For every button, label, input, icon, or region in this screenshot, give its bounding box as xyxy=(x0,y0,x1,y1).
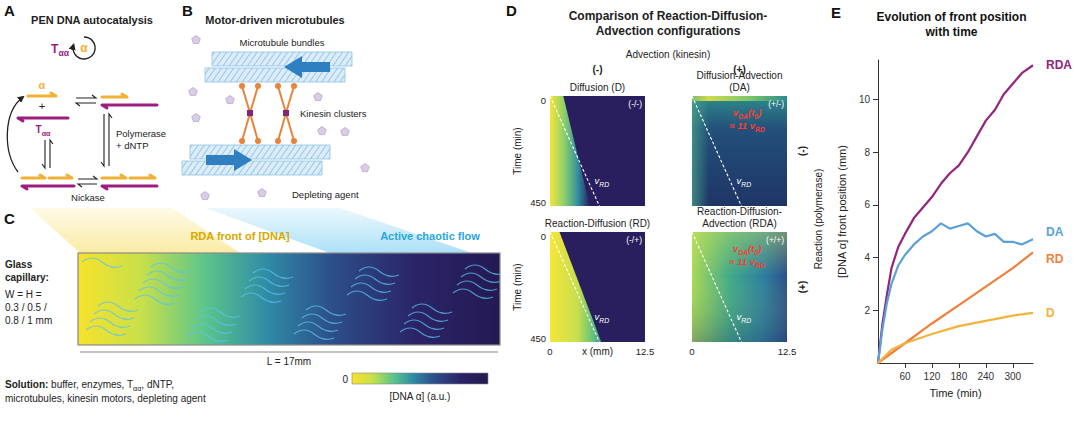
svg-text:Evolution of front position: Evolution of front position xyxy=(877,10,1027,24)
svg-text:Tαα: Tαα xyxy=(36,124,52,138)
svg-text:Time (min): Time (min) xyxy=(512,127,523,174)
svg-text:PEN DNA autocatalysis: PEN DNA autocatalysis xyxy=(31,14,153,26)
svg-text:microtubules, kinesin motors,: microtubules, kinesin motors, depleting … xyxy=(5,393,206,404)
svg-text:(+/+): (+/+) xyxy=(766,235,784,245)
svg-text:300: 300 xyxy=(1004,371,1021,382)
svg-text:L = 17mm: L = 17mm xyxy=(267,356,311,367)
svg-text:Time (min): Time (min) xyxy=(929,387,981,399)
svg-text:(-/-): (-/-) xyxy=(628,99,642,109)
svg-text:(-): (-) xyxy=(593,64,603,75)
svg-text:(+): (+) xyxy=(797,281,808,294)
svg-text:α: α xyxy=(39,79,46,91)
svg-text:450: 450 xyxy=(530,333,546,344)
svg-text:+: + xyxy=(39,100,45,112)
svg-text:Advection configurations: Advection configurations xyxy=(596,24,741,38)
svg-text:(+/-): (+/-) xyxy=(768,99,784,109)
svg-text:vRD: vRD xyxy=(737,175,752,188)
svg-text:Time (min): Time (min) xyxy=(512,263,523,310)
svg-text:Reaction-Diffusion (RD): Reaction-Diffusion (RD) xyxy=(545,218,650,229)
svg-text:[DNA α] front position (mm): [DNA α] front position (mm) xyxy=(836,145,848,278)
svg-text:180: 180 xyxy=(951,371,968,382)
svg-text:Depleting agent: Depleting agent xyxy=(292,189,359,200)
svg-text:12.5: 12.5 xyxy=(778,346,797,357)
svg-text:[DNA α] (a.u.): [DNA α] (a.u.) xyxy=(390,391,451,402)
svg-text:Advection (kinesin): Advection (kinesin) xyxy=(626,49,710,60)
svg-text:C: C xyxy=(4,210,15,227)
svg-text:α: α xyxy=(80,41,88,55)
svg-text:120: 120 xyxy=(924,371,941,382)
svg-text:Diffusion-Advection: Diffusion-Advection xyxy=(697,70,783,81)
svg-text:10: 10 xyxy=(859,94,871,105)
svg-text:240: 240 xyxy=(977,371,994,382)
svg-text:Advection (RDA): Advection (RDA) xyxy=(702,218,776,229)
svg-text:2: 2 xyxy=(864,305,870,316)
svg-text:Nickase: Nickase xyxy=(71,192,105,203)
svg-text:+ dNTP: + dNTP xyxy=(116,140,148,151)
svg-text:Reaction (polymerase): Reaction (polymerase) xyxy=(813,169,824,270)
svg-text:RD: RD xyxy=(1046,252,1064,266)
svg-text:≈ 11 vRD: ≈ 11 vRD xyxy=(729,256,765,269)
svg-text:vDA(t0): vDA(t0) xyxy=(733,107,761,120)
svg-text:RDA: RDA xyxy=(1046,58,1072,72)
svg-text:D: D xyxy=(506,2,517,19)
svg-text:B: B xyxy=(182,2,193,19)
svg-text:vRD: vRD xyxy=(595,175,610,188)
svg-text:D: D xyxy=(1046,306,1055,320)
svg-text:vRD: vRD xyxy=(595,311,610,324)
svg-text:Solution: buffer, enzymes, Tαα: Solution: buffer, enzymes, Tαα, dNTP, xyxy=(5,379,174,393)
svg-text:450: 450 xyxy=(530,197,546,208)
svg-text:DA: DA xyxy=(1046,225,1064,239)
svg-text:0: 0 xyxy=(547,346,552,357)
svg-text:0: 0 xyxy=(541,95,546,106)
svg-text:W = H =: W = H = xyxy=(5,289,42,300)
svg-text:Glass: Glass xyxy=(5,259,33,270)
svg-text:Microtubule bundles: Microtubule bundles xyxy=(239,37,324,48)
svg-text:E: E xyxy=(831,4,841,21)
svg-text:Kinesin clusters: Kinesin clusters xyxy=(300,108,367,119)
svg-text:4: 4 xyxy=(864,252,870,263)
svg-text:Reaction-Diffusion-: Reaction-Diffusion- xyxy=(697,206,782,217)
svg-text:6: 6 xyxy=(864,199,870,210)
svg-text:Comparison of Reaction-Diffusi: Comparison of Reaction-Diffusion- xyxy=(569,9,768,23)
svg-text:(-/+): (-/+) xyxy=(626,235,642,245)
svg-text:Tαα: Tαα xyxy=(51,42,70,58)
svg-text:A: A xyxy=(4,2,15,19)
svg-text:0: 0 xyxy=(541,231,546,242)
svg-text:vRD: vRD xyxy=(737,311,752,324)
svg-text:Diffusion (D): Diffusion (D) xyxy=(570,82,625,93)
svg-text:0: 0 xyxy=(689,346,694,357)
svg-text:vDA(t0): vDA(t0) xyxy=(733,243,761,256)
svg-text:RDA front of [DNA]: RDA front of [DNA] xyxy=(190,230,290,242)
svg-text:≈ 11 vRD: ≈ 11 vRD xyxy=(729,120,765,133)
svg-text:0: 0 xyxy=(342,374,348,385)
svg-text:8: 8 xyxy=(864,147,870,158)
svg-text:12.5: 12.5 xyxy=(636,346,655,357)
svg-text:with time: with time xyxy=(924,25,977,39)
svg-text:0.3 / 0.5 /: 0.3 / 0.5 / xyxy=(5,302,47,313)
svg-text:0.8 / 1 mm: 0.8 / 1 mm xyxy=(5,315,52,326)
svg-text:(DA): (DA) xyxy=(729,82,750,93)
svg-text:Motor-driven microtubules: Motor-driven microtubules xyxy=(205,14,344,26)
svg-text:x (mm): x (mm) xyxy=(582,346,613,357)
svg-text:capillary:: capillary: xyxy=(5,272,49,283)
svg-text:(-): (-) xyxy=(797,146,808,156)
svg-text:Active chaotic flow: Active chaotic flow xyxy=(380,230,480,242)
svg-text:Polymerase: Polymerase xyxy=(116,128,166,139)
svg-text:60: 60 xyxy=(899,371,911,382)
